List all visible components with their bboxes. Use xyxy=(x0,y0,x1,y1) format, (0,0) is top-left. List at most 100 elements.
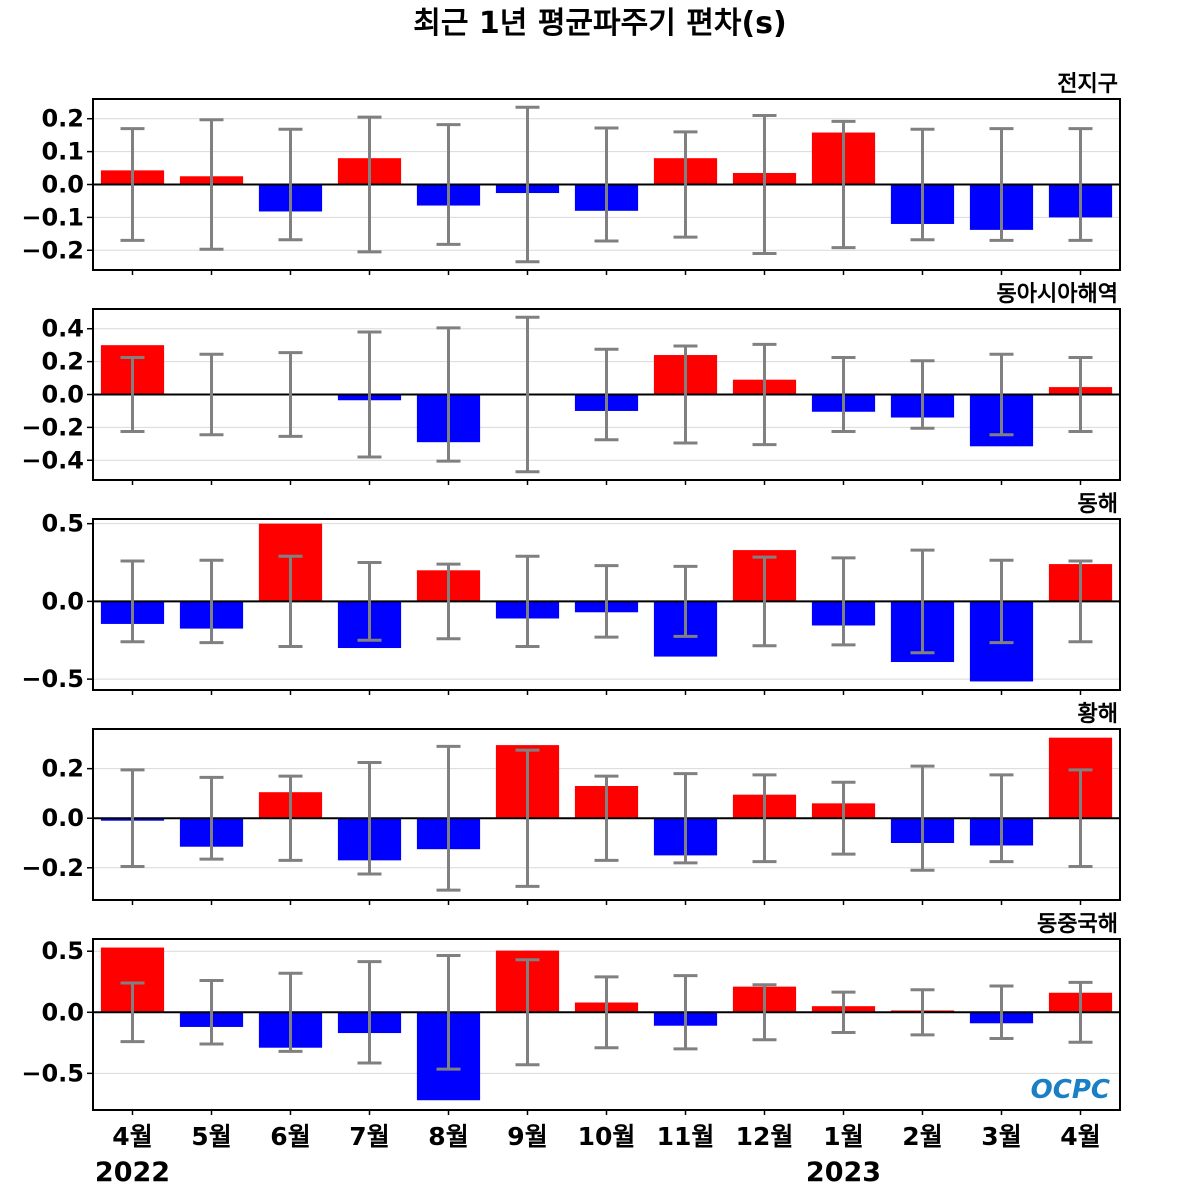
y-tick-label: 0.2 xyxy=(41,755,84,783)
error-bar xyxy=(831,780,856,856)
error-bar xyxy=(910,359,935,430)
x-tick-label: 3월 xyxy=(981,1122,1021,1151)
x-tick-label: 10월 xyxy=(578,1122,636,1151)
panel-1: 전지구 −0.2 −0.1 0.0 0.1 0.2 xyxy=(21,72,1121,275)
x-tick-label: 4월 xyxy=(112,1122,152,1151)
error-bar xyxy=(1068,356,1093,433)
error-bar xyxy=(910,988,935,1037)
error-bar xyxy=(515,315,540,474)
x-tick-label: 7월 xyxy=(349,1122,389,1151)
error-bar xyxy=(752,555,777,648)
error-bar xyxy=(436,123,461,246)
x-tick-label: 4월 xyxy=(1060,1122,1100,1151)
y-tick-label: 0.5 xyxy=(41,510,84,538)
panel-label: 전지구 xyxy=(1057,72,1118,97)
panel-label: 황해 xyxy=(1078,702,1118,727)
panel-3: 동해 −0.5 0.0 0.5 xyxy=(21,492,1121,695)
x-tick-label: 12월 xyxy=(736,1122,794,1151)
panel-frame xyxy=(92,938,1121,1111)
error-bar xyxy=(515,554,540,648)
error-bar xyxy=(515,105,540,264)
error-bar xyxy=(120,356,145,433)
error-bar xyxy=(831,119,856,250)
panel-5: 동중국해 −0.5 0.0 0.5 xyxy=(21,912,1121,1115)
y-tick-label: 0.0 xyxy=(41,171,84,199)
error-bar xyxy=(278,127,303,242)
error-bar xyxy=(357,115,382,254)
error-bar xyxy=(278,351,303,438)
panel-label: 동해 xyxy=(1078,492,1118,517)
y-tick-label: −0.4 xyxy=(21,446,84,474)
error-bar xyxy=(673,564,698,638)
panel-frame xyxy=(92,98,1121,271)
error-bar xyxy=(989,352,1014,437)
y-tick-label: −0.1 xyxy=(21,203,84,231)
error-bar xyxy=(120,127,145,242)
x-tick-label: 5월 xyxy=(191,1122,231,1151)
error-bar xyxy=(831,556,856,647)
x-tick-label: 1월 xyxy=(823,1122,863,1151)
error-bar xyxy=(989,127,1014,242)
error-bar xyxy=(120,981,145,1044)
ocpc-logo-text: OCPC xyxy=(1031,1075,1110,1105)
error-bar xyxy=(357,760,382,876)
y-tick-label: 0.0 xyxy=(41,381,84,409)
panel-4: 황해 −0.2 0.0 0.2 xyxy=(21,702,1121,905)
error-bar xyxy=(357,960,382,1065)
error-bar xyxy=(1068,559,1093,644)
error-bar xyxy=(357,330,382,459)
error-bar xyxy=(278,554,303,648)
error-bar xyxy=(752,773,777,864)
y-tick-label: 0.4 xyxy=(41,315,84,343)
error-bar xyxy=(673,344,698,445)
ocpc-logo: OCPC xyxy=(1031,1075,1110,1105)
panel-frame xyxy=(92,518,1121,691)
chart-panels: 전지구 −0.2 −0.1 0.0 0.1 0.2 동아시아해역 −0.4 −0.2 0.0 0.2… xyxy=(21,72,1121,1115)
error-bar xyxy=(1068,127,1093,242)
error-bar xyxy=(436,326,461,463)
error-bar xyxy=(910,548,935,655)
error-bar xyxy=(594,975,619,1050)
error-bar xyxy=(594,347,619,442)
y-tick-label: −0.5 xyxy=(21,1059,84,1087)
error-bar xyxy=(278,774,303,862)
error-bar xyxy=(436,744,461,892)
error-bar xyxy=(594,126,619,243)
error-bar xyxy=(436,562,461,641)
error-bar xyxy=(989,558,1014,645)
error-bar xyxy=(199,775,224,861)
error-bar xyxy=(989,984,1014,1041)
error-bar xyxy=(673,772,698,865)
error-bar xyxy=(831,356,856,433)
y-tick-label: 0.0 xyxy=(41,587,84,615)
error-bar xyxy=(436,953,461,1071)
error-bar xyxy=(752,342,777,447)
x-tick-label: 2월 xyxy=(902,1122,942,1151)
error-bar xyxy=(278,971,303,1053)
error-bar xyxy=(910,764,935,872)
y-tick-label: 0.2 xyxy=(41,105,84,133)
x-tick-label: 8월 xyxy=(428,1122,468,1151)
panel-frame xyxy=(92,308,1121,481)
x-tick-label: 11월 xyxy=(657,1122,715,1151)
y-tick-label: −0.5 xyxy=(21,665,84,693)
panel-2: 동아시아해역 −0.4 −0.2 0.0 0.2 0.4 xyxy=(21,282,1121,485)
error-bar xyxy=(673,130,698,239)
error-bar xyxy=(673,974,698,1051)
x-tick-label: 9월 xyxy=(507,1122,547,1151)
error-bar xyxy=(752,983,777,1042)
y-tick-label: 0.1 xyxy=(41,138,84,166)
x-tick-label: 6월 xyxy=(270,1122,310,1151)
panel-frame xyxy=(92,728,1121,901)
error-bar xyxy=(199,558,224,645)
error-bar xyxy=(831,990,856,1034)
error-bar xyxy=(752,113,777,256)
y-tick-label: 0.0 xyxy=(41,998,84,1026)
error-bar xyxy=(910,127,935,242)
error-bar xyxy=(1068,768,1093,869)
error-bar xyxy=(199,979,224,1046)
error-bar xyxy=(989,773,1014,864)
y-tick-label: −0.2 xyxy=(21,413,84,441)
y-tick-label: −0.2 xyxy=(21,854,84,882)
